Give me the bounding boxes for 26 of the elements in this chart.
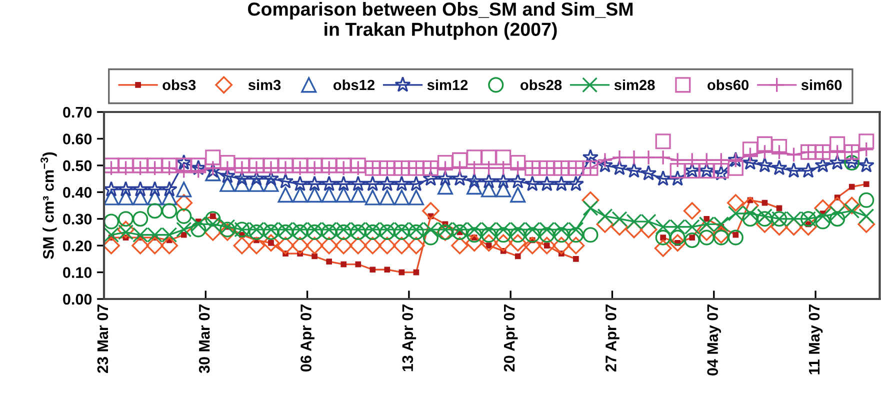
legend-label: sim3 <box>248 79 281 90</box>
legend-label: sim60 <box>801 79 842 90</box>
legend-label: obs12 <box>333 79 374 90</box>
y-tick-label: 0.10 <box>63 267 92 278</box>
y-tick-label: 0.40 <box>63 187 92 198</box>
legend-label: obs28 <box>520 79 562 90</box>
y-tick-label: 0.60 <box>63 134 92 144</box>
x-tick-label: 06 Apr 07 <box>300 304 314 372</box>
x-tick-label: 23 Mar 07 <box>97 304 108 373</box>
x-tick-label: 04 May 07 <box>707 304 722 376</box>
y-tick-label: 0.00 <box>63 294 92 305</box>
x-tick-label: 27 Apr 07 <box>606 304 620 372</box>
chart-title: Comparison between Obs_SM and Sim_SM in Trakan Phutphon (2007) <box>248 2 633 40</box>
legend-label: obs3 <box>162 79 196 90</box>
legend-label: sim12 <box>427 79 468 90</box>
y-tick-label: 0.70 <box>63 106 92 118</box>
y-tick-label: 0.20 <box>63 240 92 252</box>
y-tick-label: 0.30 <box>63 214 92 225</box>
x-tick-label: 11 May 07 <box>808 304 823 374</box>
x-tick-label: 30 Mar 07 <box>198 304 210 374</box>
y-tick-label: 0.50 <box>63 160 92 172</box>
y-axis-title: SM ( cm³ cm$^{−3}$) <box>40 152 57 259</box>
x-tick-label: 13 Apr 07 <box>402 304 416 372</box>
legend-label: sim28 <box>614 79 655 90</box>
legend-label: obs60 <box>708 79 749 90</box>
x-tick-label: 20 Apr 07 <box>504 304 518 372</box>
